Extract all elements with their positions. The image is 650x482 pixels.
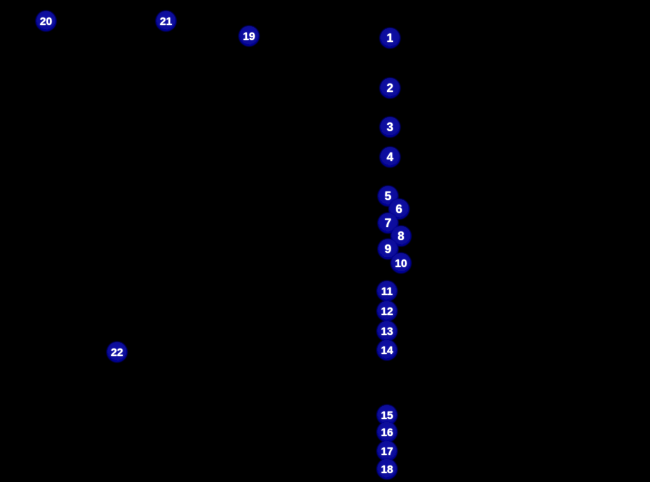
svg-text:2: 2 bbox=[387, 81, 394, 95]
svg-text:7: 7 bbox=[385, 216, 392, 230]
svg-text:17: 17 bbox=[381, 446, 393, 458]
svg-text:4: 4 bbox=[387, 150, 394, 164]
svg-text:15: 15 bbox=[381, 410, 393, 422]
svg-text:12: 12 bbox=[381, 306, 393, 318]
svg-text:3: 3 bbox=[387, 120, 394, 134]
svg-text:8: 8 bbox=[398, 229, 405, 243]
svg-text:11: 11 bbox=[381, 286, 393, 298]
svg-text:16: 16 bbox=[381, 427, 393, 439]
svg-text:21: 21 bbox=[160, 16, 172, 28]
svg-text:20: 20 bbox=[40, 16, 52, 28]
svg-text:1: 1 bbox=[387, 31, 394, 45]
svg-text:10: 10 bbox=[395, 258, 407, 270]
svg-text:13: 13 bbox=[381, 326, 393, 338]
svg-text:14: 14 bbox=[381, 345, 394, 357]
svg-text:22: 22 bbox=[111, 347, 123, 359]
svg-text:9: 9 bbox=[385, 242, 392, 256]
svg-text:6: 6 bbox=[396, 202, 403, 216]
svg-text:5: 5 bbox=[385, 189, 392, 203]
svg-text:18: 18 bbox=[381, 464, 393, 476]
svg-text:19: 19 bbox=[243, 31, 255, 43]
